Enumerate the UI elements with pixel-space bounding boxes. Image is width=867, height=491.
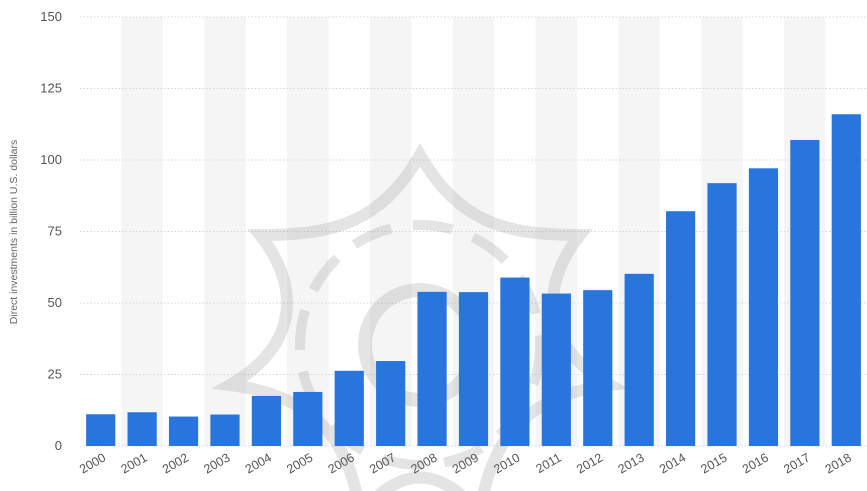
bar[interactable]	[86, 414, 116, 446]
x-tick-label: 2005	[284, 450, 315, 476]
x-tick-label: 2016	[740, 450, 771, 476]
bar[interactable]	[624, 273, 654, 446]
bar[interactable]	[293, 391, 323, 446]
x-tick-label: 2012	[574, 450, 605, 476]
bar[interactable]	[666, 211, 696, 446]
bar[interactable]	[210, 414, 240, 446]
bar[interactable]	[334, 370, 364, 446]
bar[interactable]	[790, 139, 820, 447]
bar[interactable]	[376, 361, 406, 446]
bar[interactable]	[541, 293, 571, 446]
bar[interactable]	[831, 114, 861, 447]
bar[interactable]	[707, 183, 737, 446]
bar[interactable]	[458, 292, 489, 446]
x-tick-label: 2004	[243, 450, 274, 476]
bar[interactable]	[168, 416, 199, 446]
bar[interactable]	[500, 277, 530, 446]
x-tick-label: 2003	[201, 450, 232, 476]
x-tick-label: 2018	[823, 450, 854, 476]
x-tick-label: 2013	[616, 450, 647, 476]
y-tick-label: 50	[48, 295, 62, 310]
y-axis-ticks: 0 25 50 75 100 125 150	[40, 9, 62, 453]
y-tick-label: 25	[48, 367, 62, 382]
bar[interactable]	[583, 290, 613, 446]
y-axis-title: Direct investments in billion U.S. dolla…	[8, 140, 20, 324]
y-tick-label: 125	[40, 81, 62, 96]
x-tick-label: 2014	[657, 450, 688, 476]
y-tick-label: 0	[55, 438, 62, 453]
bar-series	[86, 114, 861, 447]
bar[interactable]	[417, 291, 447, 446]
x-tick-label: 2001	[119, 450, 150, 476]
x-tick-label: 2011	[534, 450, 564, 476]
x-axis-ticks: 2000 2001 2002 2003 2004 2005 2006 2007 2008 2009…	[77, 450, 854, 476]
x-tick-label: 2002	[160, 450, 191, 476]
bar[interactable]	[748, 168, 779, 446]
x-tick-label: 2015	[698, 450, 729, 476]
x-tick-label: 2007	[367, 450, 398, 476]
y-tick-label: 75	[48, 224, 62, 239]
y-tick-label: 100	[40, 152, 62, 167]
x-tick-label: 2000	[77, 450, 108, 476]
y-tick-label: 150	[40, 9, 62, 24]
bar[interactable]	[127, 412, 157, 446]
bar[interactable]	[251, 395, 281, 446]
x-tick-label: 2017	[781, 450, 812, 476]
column-band	[121, 17, 163, 446]
